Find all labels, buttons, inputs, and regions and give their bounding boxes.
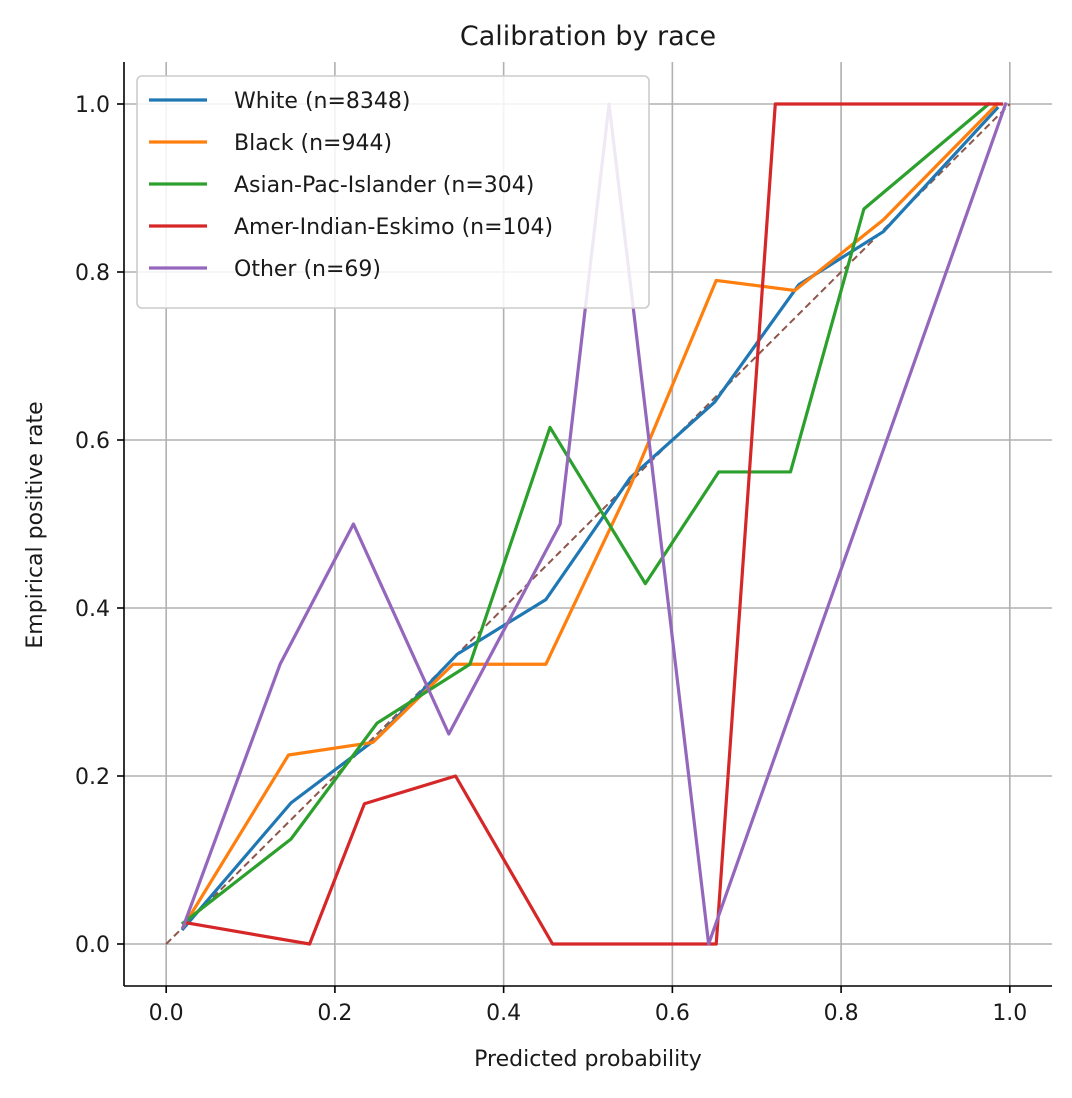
series-line-3 <box>185 102 1003 946</box>
chart-title: Calibration by race <box>460 21 716 52</box>
x-tick-label: 0.4 <box>486 1001 521 1026</box>
x-tick-label: 0.2 <box>317 1001 352 1026</box>
x-tick-label: 0.6 <box>655 1001 690 1026</box>
y-tick-label: 0.0 <box>75 933 110 958</box>
legend-box <box>136 75 650 309</box>
legend-label-2: Asian-Pac-Islander (n=304) <box>234 173 534 198</box>
axes: 0.0 0.2 0.4 0.6 0.8 1.0 0.0 0.2 0.4 0.6 0.8 1.0 <box>75 62 1052 1026</box>
x-axis-label: Predicted probability <box>474 1047 702 1072</box>
y-tick-label: 0.8 <box>75 261 110 286</box>
legend-label-1: Black (n=944) <box>234 131 392 156</box>
legend-label-3: Amer-Indian-Eskimo (n=104) <box>234 215 553 240</box>
legend-label-4: Other (n=69) <box>234 257 381 282</box>
series-line-4 <box>180 101 1008 946</box>
legend-label-0: White (n=8348) <box>234 89 411 114</box>
series-lines <box>180 101 1008 946</box>
x-tick-label: 1.0 <box>992 1001 1027 1026</box>
series-line-1 <box>180 101 1000 930</box>
series-line-0 <box>180 105 1000 932</box>
series-line-2 <box>180 101 991 926</box>
reference-line-group <box>165 103 1011 945</box>
y-tick-label: 0.2 <box>75 765 110 790</box>
x-tick-label: 0.8 <box>824 1001 859 1026</box>
y-tick-label: 0.4 <box>75 597 110 622</box>
y-axis-label: Empirical positive rate <box>23 401 48 648</box>
x-tick-label: 0.0 <box>149 1001 184 1026</box>
y-tick-label: 1.0 <box>75 93 110 118</box>
reference-line <box>165 103 1011 945</box>
y-tick-label: 0.6 <box>75 429 110 454</box>
legend: White (n=8348) Black (n=944) Asian-Pac-Isl… <box>136 75 650 309</box>
